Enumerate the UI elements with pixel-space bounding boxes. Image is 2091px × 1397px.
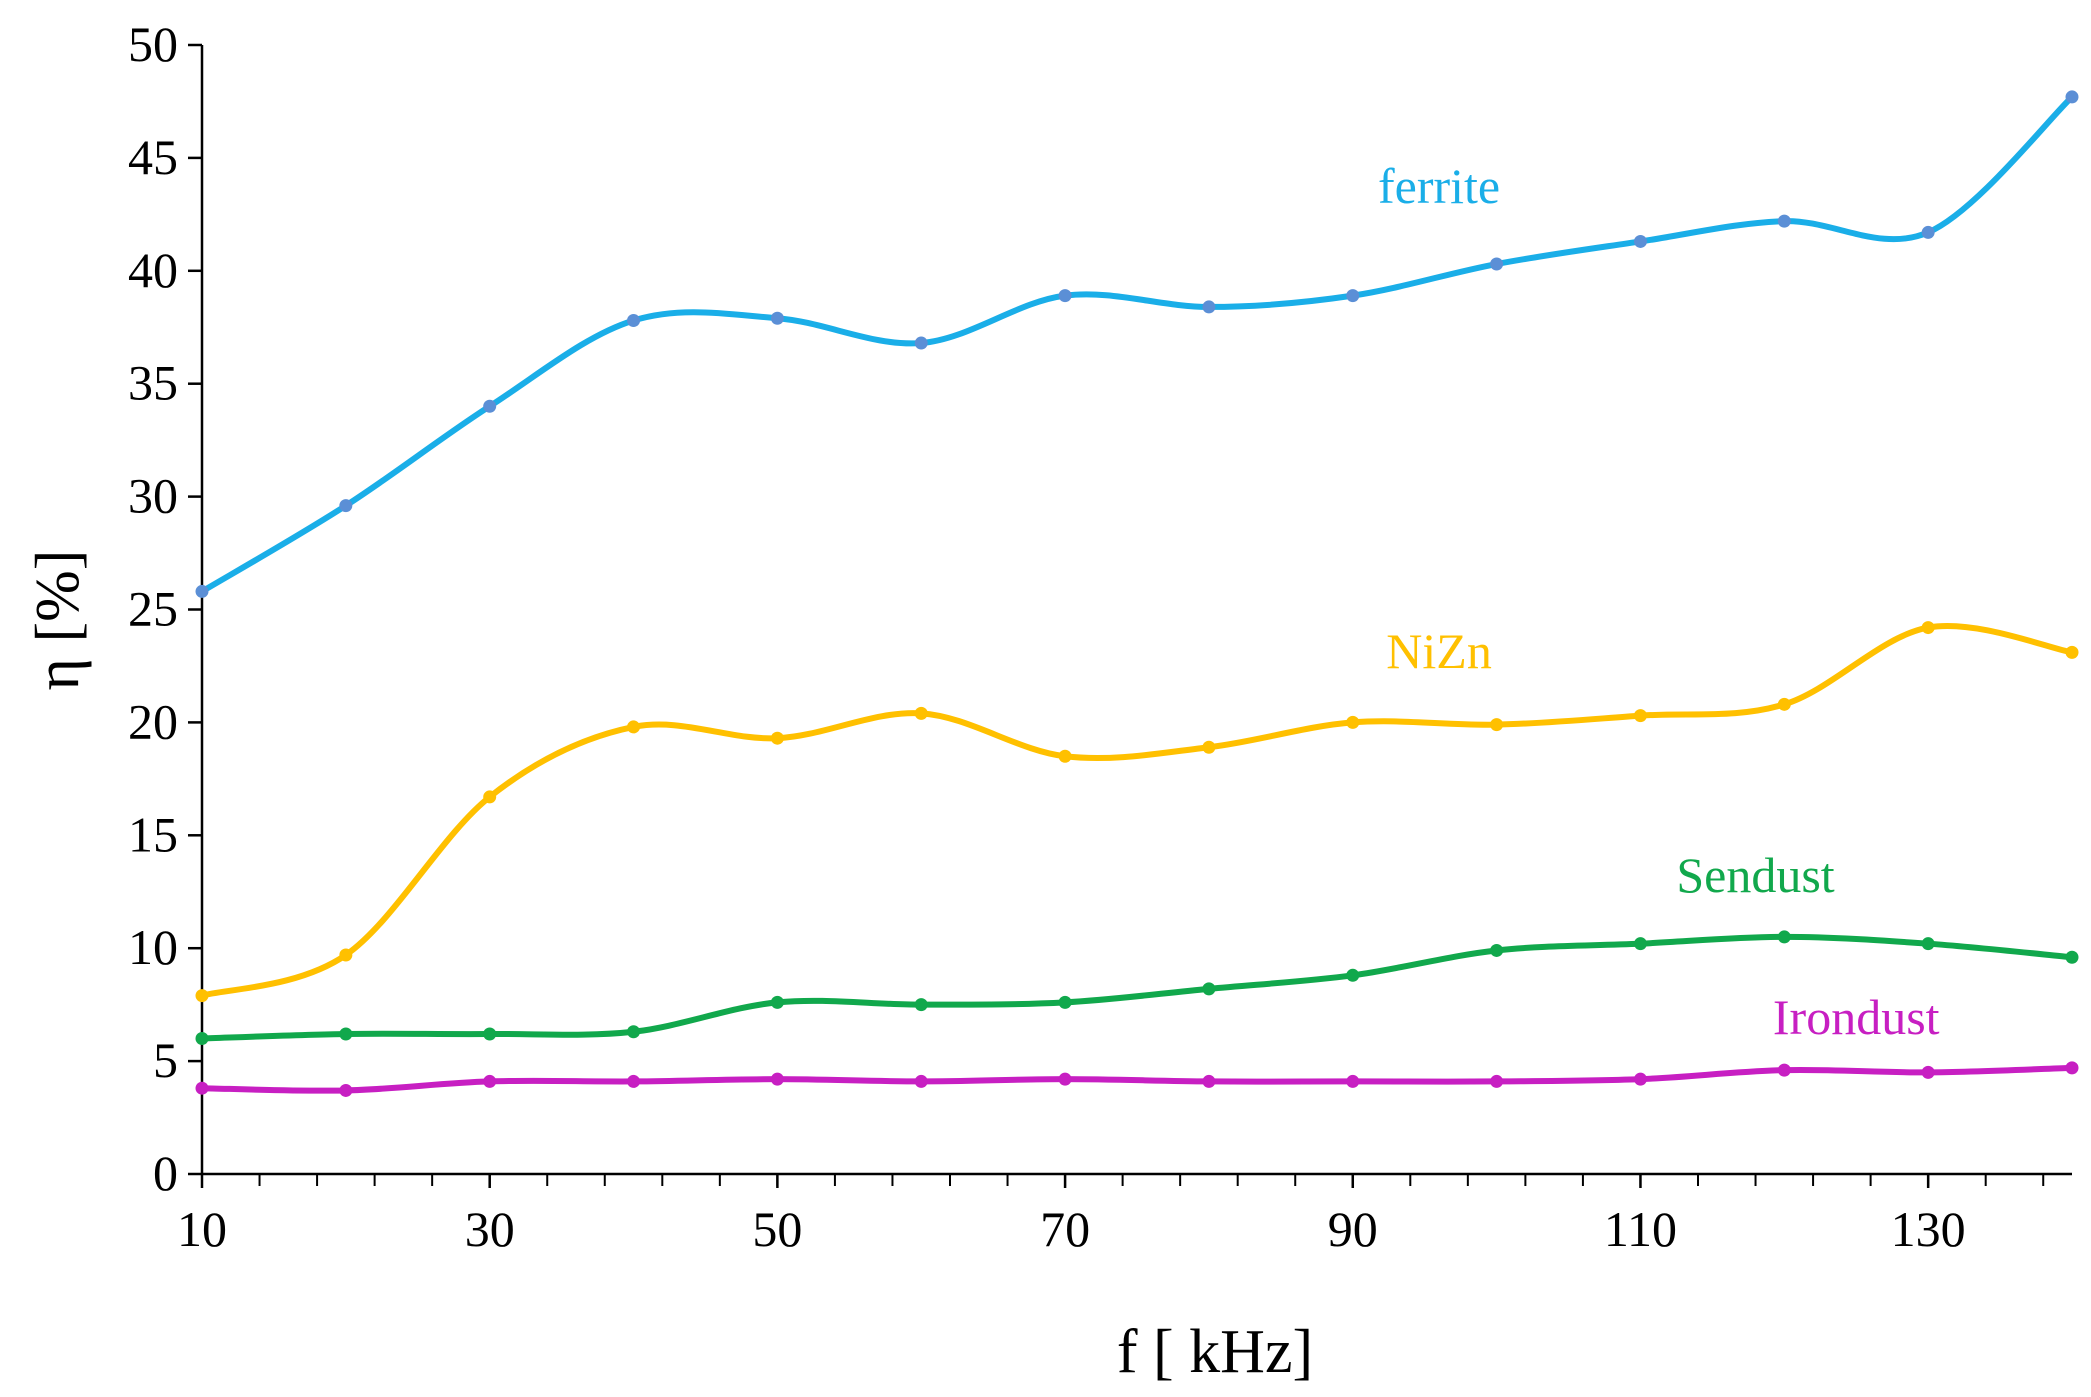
y-axis-title: η [%] xyxy=(24,550,92,691)
data-point-nizn xyxy=(1777,697,1791,711)
data-point-nizn xyxy=(483,790,497,804)
data-point-nizn xyxy=(1633,709,1647,723)
data-point-sendust xyxy=(483,1027,497,1041)
data-point-nizn xyxy=(1058,749,1072,763)
data-point-ferrite xyxy=(770,311,784,325)
data-point-nizn xyxy=(195,989,209,1003)
series-label-sendust: Sendust xyxy=(1676,847,1834,903)
series-label-ferrite: ferrite xyxy=(1378,158,1500,214)
data-point-nizn xyxy=(770,731,784,745)
data-point-irondust xyxy=(195,1081,209,1095)
x-tick-label: 50 xyxy=(752,1201,802,1257)
y-tick-label: 0 xyxy=(153,1145,178,1201)
data-point-nizn xyxy=(1346,715,1360,729)
data-point-ferrite xyxy=(1490,257,1504,271)
data-point-irondust xyxy=(1921,1065,1935,1079)
data-point-irondust xyxy=(1346,1074,1360,1088)
y-tick-label: 25 xyxy=(128,581,178,637)
data-point-nizn xyxy=(2065,645,2079,659)
data-point-ferrite xyxy=(914,336,928,350)
data-point-ferrite xyxy=(1921,225,1935,239)
x-axis-title: f [ kHz] xyxy=(1117,1318,1313,1386)
data-point-sendust xyxy=(1202,982,1216,996)
data-point-ferrite xyxy=(627,313,641,327)
data-point-ferrite xyxy=(1777,214,1791,228)
data-point-sendust xyxy=(1921,937,1935,951)
series-line-ferrite xyxy=(199,93,2075,595)
x-tick-label: 70 xyxy=(1040,1201,1090,1257)
data-point-sendust xyxy=(1633,937,1647,951)
data-point-irondust xyxy=(483,1074,497,1088)
data-point-ferrite xyxy=(1633,234,1647,248)
y-tick-label: 45 xyxy=(128,129,178,185)
data-point-irondust xyxy=(914,1074,928,1088)
data-point-irondust xyxy=(2065,1061,2079,1075)
y-tick-label: 5 xyxy=(153,1032,178,1088)
x-tick-label: 90 xyxy=(1328,1201,1378,1257)
data-point-sendust xyxy=(1346,968,1360,982)
series-label-nizn: NiZn xyxy=(1386,623,1492,679)
data-point-nizn xyxy=(914,706,928,720)
x-tick-label: 110 xyxy=(1604,1201,1677,1257)
data-point-sendust xyxy=(1058,995,1072,1009)
series-label-irondust: Irondust xyxy=(1773,989,1940,1045)
data-point-sendust xyxy=(1490,943,1504,957)
data-point-nizn xyxy=(1921,621,1935,635)
data-point-sendust xyxy=(627,1025,641,1039)
data-point-sendust xyxy=(195,1032,209,1046)
data-point-nizn xyxy=(627,720,641,734)
data-point-ferrite xyxy=(1058,289,1072,303)
series-line-irondust xyxy=(199,1064,2075,1094)
data-point-nizn xyxy=(1202,740,1216,754)
data-point-ferrite xyxy=(195,584,209,598)
y-tick-label: 30 xyxy=(128,468,178,524)
data-point-irondust xyxy=(627,1074,641,1088)
x-tick-label: 10 xyxy=(177,1201,227,1257)
data-point-sendust xyxy=(2065,950,2079,964)
data-point-irondust xyxy=(1058,1072,1072,1086)
data-point-sendust xyxy=(339,1027,353,1041)
y-tick-label: 35 xyxy=(128,355,178,411)
data-point-ferrite xyxy=(1346,289,1360,303)
data-point-ferrite xyxy=(483,399,497,413)
data-point-irondust xyxy=(1490,1074,1504,1088)
data-point-irondust xyxy=(339,1083,353,1097)
data-point-ferrite xyxy=(339,499,353,513)
y-tick-label: 15 xyxy=(128,806,178,862)
data-point-sendust xyxy=(914,998,928,1012)
series-line-nizn xyxy=(199,623,2075,999)
data-point-sendust xyxy=(770,995,784,1009)
axes xyxy=(188,43,2072,1188)
y-tick-label: 50 xyxy=(128,16,178,72)
data-point-nizn xyxy=(339,948,353,962)
data-point-irondust xyxy=(1777,1063,1791,1077)
y-tick-label: 20 xyxy=(128,693,178,749)
data-point-irondust xyxy=(1202,1074,1216,1088)
data-point-ferrite xyxy=(1202,300,1216,314)
series-layer xyxy=(195,90,2079,1097)
data-point-ferrite xyxy=(2065,90,2079,104)
labels-layer: f [ kHz] η [%] 0 5 10 15 20 25 30 35 40 45 50 10 30 5… xyxy=(24,16,1966,1386)
data-point-nizn xyxy=(1490,718,1504,732)
data-point-irondust xyxy=(1633,1072,1647,1086)
y-tick-label: 40 xyxy=(128,242,178,298)
x-tick-label: 130 xyxy=(1891,1201,1966,1257)
data-point-irondust xyxy=(770,1072,784,1086)
data-point-sendust xyxy=(1777,930,1791,944)
x-tick-label: 30 xyxy=(465,1201,515,1257)
series-line-sendust xyxy=(199,933,2075,1042)
y-tick-label: 10 xyxy=(128,919,178,975)
